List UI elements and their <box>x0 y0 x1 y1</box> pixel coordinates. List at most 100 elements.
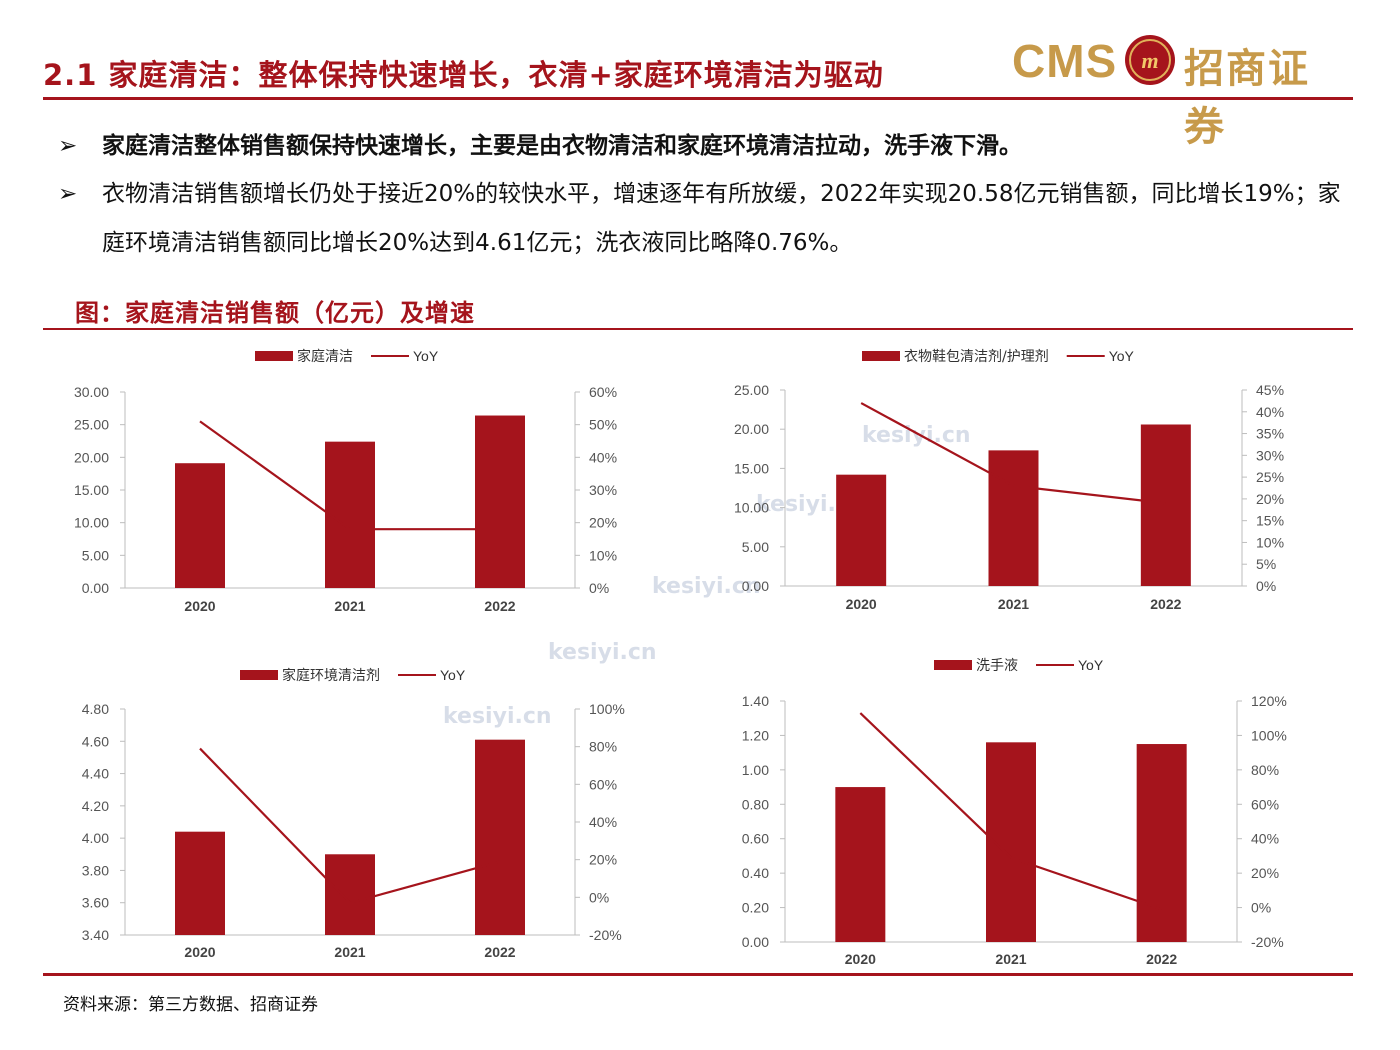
y-right-tick-label: 0% <box>1251 900 1271 916</box>
legend-bar-label: 家庭清洁 <box>297 348 353 365</box>
bar-2020 <box>175 463 225 588</box>
y-left-tick-label: 0.60 <box>742 831 769 847</box>
bar-2021 <box>325 854 375 935</box>
legend-line-label: YoY <box>1078 657 1104 673</box>
y-left-tick-label: 20.00 <box>734 421 769 437</box>
legend-bar-swatch <box>862 351 900 361</box>
y-right-tick-label: 80% <box>1251 762 1279 778</box>
y-left-tick-label: 10.00 <box>74 515 109 531</box>
y-right-tick-label: 20% <box>1256 491 1284 507</box>
legend-bar-label: 洗手液 <box>976 658 1018 674</box>
watermark: kesiyi.cn <box>443 704 552 729</box>
legend-line-label: YoY <box>440 667 466 683</box>
y-left-tick-label: 0.40 <box>742 865 769 881</box>
y-right-tick-label: 40% <box>1256 404 1284 420</box>
x-tick-label: 2020 <box>845 951 876 967</box>
y-right-tick-label: -20% <box>1251 934 1284 950</box>
header-divider <box>43 97 1353 100</box>
x-tick-label: 2021 <box>334 944 365 960</box>
bar-2022 <box>475 415 525 588</box>
y-left-tick-label: 0.00 <box>742 578 769 594</box>
y-right-tick-label: 5% <box>1256 556 1276 572</box>
bullet-text-2: 衣物清洁销售额增长仍处于接近20%的较快水平，增速逐年有所放缓，2022年实现2… <box>102 181 1341 256</box>
legend-bar-swatch <box>934 660 972 670</box>
bar-2021 <box>988 450 1039 586</box>
x-tick-label: 2021 <box>334 598 365 614</box>
y-left-tick-label: 25.00 <box>74 417 109 433</box>
chart-hand-wash: 洗手液 YoY 0.00 0.20 0.40 0.60 0.80 1.00 1.20 1.40 -2… <box>742 657 1287 967</box>
y-right-tick-label: 25% <box>1256 469 1284 485</box>
y-right-tick-label: 120% <box>1251 693 1287 709</box>
y-left-tick-label: 25.00 <box>734 382 769 398</box>
bullet-arrow-icon: ➢ <box>58 181 78 207</box>
y-left-tick-label: 4.60 <box>82 733 109 749</box>
y-right-tick-label: 60% <box>589 776 617 792</box>
y-left-tick-label: 4.80 <box>82 701 109 717</box>
y-left-tick-label: 3.80 <box>82 862 109 878</box>
y-left-tick-label: 1.00 <box>742 762 769 778</box>
y-left-tick-label: 0.20 <box>742 900 769 916</box>
y-right-tick-label: 20% <box>589 852 617 868</box>
bullet-text-1: 家庭清洁整体销售额保持快速增长，主要是由衣物清洁和家庭环境清洁拉动，洗手液下滑。 <box>102 133 1022 159</box>
y-left-tick-label: 0.80 <box>742 796 769 812</box>
y-left-tick-label: 0.00 <box>82 580 109 596</box>
bar-2022 <box>1136 744 1187 942</box>
y-left-tick-label: 20.00 <box>74 449 109 465</box>
y-right-tick-label: 10% <box>1256 534 1284 550</box>
y-right-tick-label: 100% <box>1251 727 1287 743</box>
y-right-tick-label: 20% <box>1251 865 1279 881</box>
y-left-tick-label: 5.00 <box>742 539 769 555</box>
figure-title: 图：家庭清洁销售额（亿元）及增速 <box>75 299 475 327</box>
x-tick-label: 2021 <box>998 596 1029 612</box>
y-left-tick-label: 4.20 <box>82 798 109 814</box>
bar-2021 <box>325 441 375 588</box>
x-tick-label: 2020 <box>184 598 215 614</box>
y-right-tick-label: -20% <box>589 927 622 943</box>
bar-2020 <box>175 831 225 935</box>
legend-line-label: YoY <box>1109 348 1135 364</box>
y-left-tick-label: 10.00 <box>734 500 769 516</box>
y-right-tick-label: 35% <box>1256 426 1284 442</box>
chart-home-environment-cleaning: 家庭环境清洁剂 YoY 3.40 3.60 3.80 4.00 4.20 4.40 4.60 4.… <box>82 667 625 960</box>
y-right-tick-label: 100% <box>589 701 625 717</box>
x-tick-label: 2022 <box>1146 951 1177 967</box>
source-note: 资料来源：第三方数据、招商证券 <box>63 995 318 1015</box>
y-right-tick-label: 50% <box>589 417 617 433</box>
x-tick-label: 2021 <box>995 951 1026 967</box>
y-right-tick-label: 40% <box>589 449 617 465</box>
y-left-tick-label: 1.40 <box>742 693 769 709</box>
y-left-tick-label: 5.00 <box>82 547 109 563</box>
y-right-tick-label: 30% <box>1256 447 1284 463</box>
y-right-tick-label: 45% <box>1256 382 1284 398</box>
y-left-tick-label: 1.20 <box>742 727 769 743</box>
y-left-tick-label: 3.40 <box>82 927 109 943</box>
figure-divider <box>43 328 1353 330</box>
y-right-tick-label: 40% <box>589 814 617 830</box>
y-left-tick-label: 15.00 <box>734 460 769 476</box>
footer-divider <box>43 973 1353 976</box>
legend-bar-swatch <box>255 351 293 361</box>
bar-2022 <box>1140 424 1191 586</box>
bar-2020 <box>835 787 886 942</box>
y-right-tick-label: 0% <box>589 580 609 596</box>
y-right-tick-label: 0% <box>1256 578 1276 594</box>
y-left-tick-label: 15.00 <box>74 482 109 498</box>
logo-chinese-name: 招商证券 <box>1184 45 1310 150</box>
y-right-tick-label: 10% <box>589 547 617 563</box>
y-right-tick-label: 20% <box>589 515 617 531</box>
y-right-tick-label: 30% <box>589 482 617 498</box>
x-tick-label: 2022 <box>484 944 515 960</box>
cms-logo: CMS m 招商证券 <box>1012 30 1348 150</box>
x-tick-label: 2020 <box>846 596 877 612</box>
legend-bar-label: 衣物鞋包清洁剂/护理剂 <box>904 349 1049 365</box>
y-right-tick-label: 0% <box>589 889 609 905</box>
page-title: 2.1 家庭清洁：整体保持快速增长，衣清+家庭环境清洁为驱动 <box>43 58 884 92</box>
bullet-arrow-icon: ➢ <box>58 133 78 159</box>
watermark: kesiyi.cn <box>652 574 761 599</box>
legend-line-label: YoY <box>413 348 439 364</box>
y-right-tick-label: 80% <box>589 739 617 755</box>
y-left-tick-label: 3.60 <box>82 895 109 911</box>
legend-bar-swatch <box>240 670 278 680</box>
y-right-tick-label: 60% <box>1251 796 1279 812</box>
bar-2020 <box>836 474 887 586</box>
